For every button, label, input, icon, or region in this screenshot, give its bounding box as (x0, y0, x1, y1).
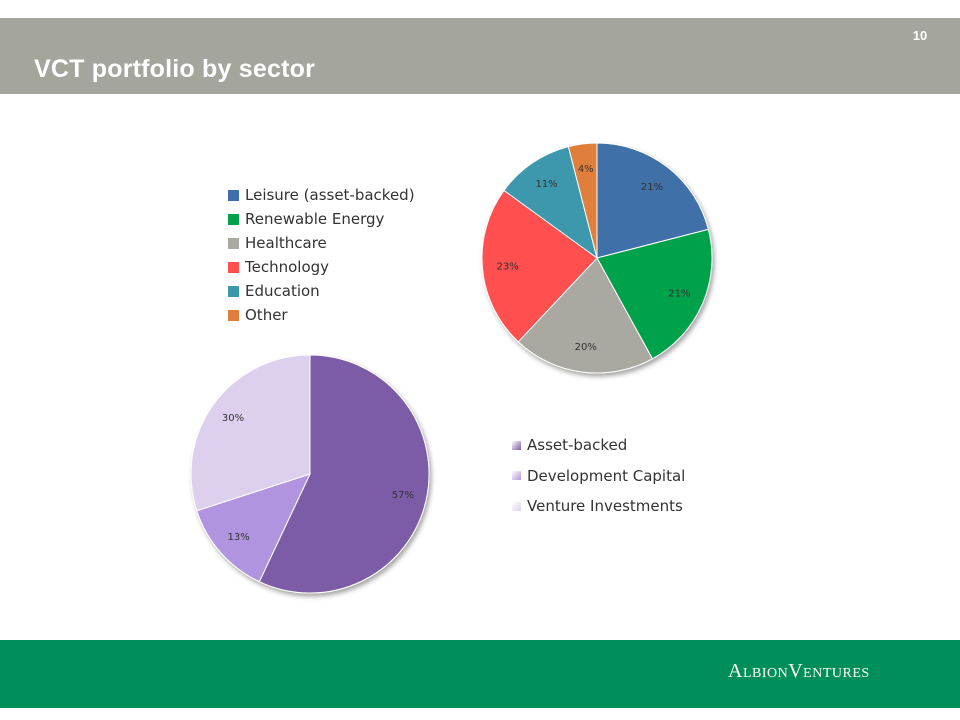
pie-label-leisure-asset-backed: 21% (641, 182, 663, 193)
legend-item-education: Education (228, 279, 415, 303)
legend-label-technology: Technology (245, 258, 330, 276)
legend-label-education: Education (245, 282, 320, 300)
page-number: 10 (912, 28, 928, 43)
header-bar (0, 18, 960, 94)
sector-legend: Leisure (asset-backed) Renewable Energy … (228, 183, 415, 327)
pie-slice-development-capital (196, 473, 311, 583)
pie-label-healthcare: 20% (575, 342, 597, 353)
pie-label-venture-investments: 30% (222, 413, 244, 424)
legend-swatch-development-capital (512, 471, 521, 481)
pie-label-technology: 23% (497, 261, 519, 272)
legend-item-renewable-energy: Renewable Energy (228, 207, 415, 231)
legend-swatch-asset-backed (512, 440, 521, 450)
legend-item-asset-backed: Asset-backed (512, 430, 685, 461)
legend-item-healthcare: Healthcare (228, 231, 415, 255)
legend-label-renewable-energy: Renewable Energy (245, 210, 385, 228)
legend-swatch-technology (228, 261, 239, 273)
legend-label-asset-backed: Asset-backed (527, 436, 628, 455)
legend-item-other: Other (228, 303, 415, 327)
pie-label-education: 11% (535, 179, 557, 190)
pie-label-other: 4% (578, 164, 594, 175)
footer-bar (0, 640, 960, 708)
sector-pie-labels: 21% 21% 20% 23% 11% 4% (497, 164, 691, 353)
legend-swatch-renewable-energy (228, 213, 239, 225)
brand-logo: AlbionVentures (728, 660, 870, 682)
pie-slice-leisure-asset-backed (596, 142, 709, 259)
legend-item-leisure: Leisure (asset-backed) (228, 183, 415, 207)
pie-label-asset-backed: 57% (392, 490, 414, 501)
investment-type-pie-chart (190, 354, 430, 594)
investment-type-pie-labels: 57% 13% 30% (222, 413, 414, 543)
pie-slice-venture-investments (190, 354, 311, 512)
pie-slice-education (503, 146, 598, 260)
charts-canvas: 21% 21% 20% 23% 11% 4% 57% 13% 30% (190, 142, 713, 594)
legend-label-venture-investments: Venture Investments (527, 497, 683, 516)
pie-slice-asset-backed (258, 354, 430, 594)
pie-label-renewable-energy: 21% (668, 289, 690, 300)
legend-swatch-healthcare (228, 237, 239, 249)
legend-item-venture-investments: Venture Investments (512, 491, 685, 522)
pie-label-development-capital: 13% (227, 532, 249, 543)
legend-swatch-venture-investments (512, 501, 521, 511)
pie-slice-technology (481, 189, 598, 343)
page-title: VCT portfolio by sector (34, 55, 316, 83)
pie-slice-healthcare (517, 257, 654, 374)
legend-swatch-education (228, 285, 239, 297)
sector-pie-chart (481, 142, 713, 374)
legend-label-development-capital: Development Capital (527, 466, 686, 485)
legend-item-technology: Technology (228, 255, 415, 279)
legend-label-leisure: Leisure (asset-backed) (245, 186, 415, 204)
legend-swatch-other (228, 309, 239, 321)
investment-type-legend: Asset-backed Development Capital Venture… (512, 430, 685, 522)
pie-slice-renewable-energy (596, 228, 713, 360)
pie-slice-other (567, 142, 598, 259)
legend-label-healthcare: Healthcare (245, 234, 327, 252)
legend-item-development-capital: Development Capital (512, 461, 685, 492)
legend-swatch-leisure (228, 189, 239, 201)
legend-label-other: Other (245, 306, 288, 324)
